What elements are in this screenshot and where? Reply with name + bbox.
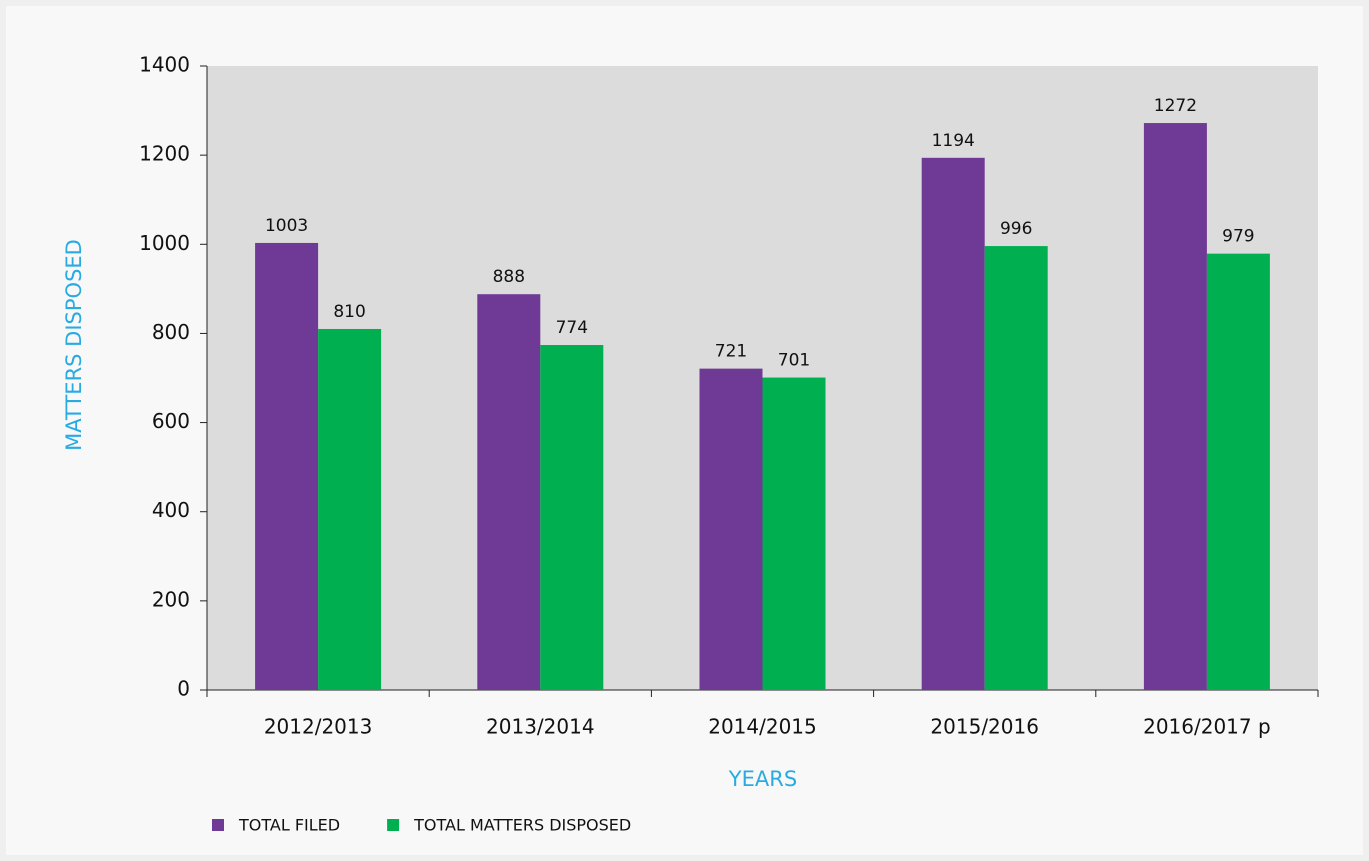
y-axis-title: MATTERS DISPOSED: [62, 239, 86, 451]
value-label: 774: [556, 318, 588, 338]
value-label: 1003: [265, 216, 308, 236]
y-tick-label: 400: [152, 498, 190, 522]
legend-swatch: [212, 819, 224, 831]
y-tick-label: 200: [152, 587, 190, 611]
value-label: 996: [1000, 219, 1032, 239]
x-axis-title: YEARS: [728, 767, 797, 791]
value-label: 1272: [1154, 96, 1197, 116]
value-label: 701: [778, 351, 810, 371]
value-label: 1194: [932, 131, 975, 151]
bar: [318, 328, 382, 690]
y-tick-label: 1200: [139, 142, 190, 166]
x-tick-label: 2012/2013: [264, 715, 373, 739]
bar: [477, 294, 541, 690]
bar: [921, 157, 985, 690]
value-label: 979: [1222, 227, 1254, 247]
bar: [762, 377, 826, 690]
x-tick-label: 2015/2016: [930, 715, 1039, 739]
y-tick-label: 600: [152, 409, 190, 433]
value-label: 810: [333, 302, 365, 322]
value-label: 888: [493, 267, 525, 287]
y-tick-label: 1400: [139, 53, 190, 77]
x-tick-label: 2016/2017 p: [1143, 715, 1271, 739]
bar: [1206, 253, 1270, 690]
y-tick-label: 1000: [139, 231, 190, 255]
bar: [699, 368, 763, 690]
bar: [984, 246, 1048, 690]
bar: [255, 242, 319, 690]
y-tick-label: 0: [177, 677, 190, 701]
bar: [540, 345, 604, 690]
legend-swatch: [387, 819, 400, 831]
legend-label: TOTAL MATTERS DISPOSED: [413, 816, 631, 835]
bar: [1143, 123, 1207, 690]
y-tick-label: 800: [152, 320, 190, 344]
x-tick-label: 2014/2015: [708, 715, 817, 739]
x-tick-label: 2013/2014: [486, 715, 595, 739]
value-label: 721: [715, 342, 747, 362]
legend-label: TOTAL FILED: [238, 816, 340, 835]
